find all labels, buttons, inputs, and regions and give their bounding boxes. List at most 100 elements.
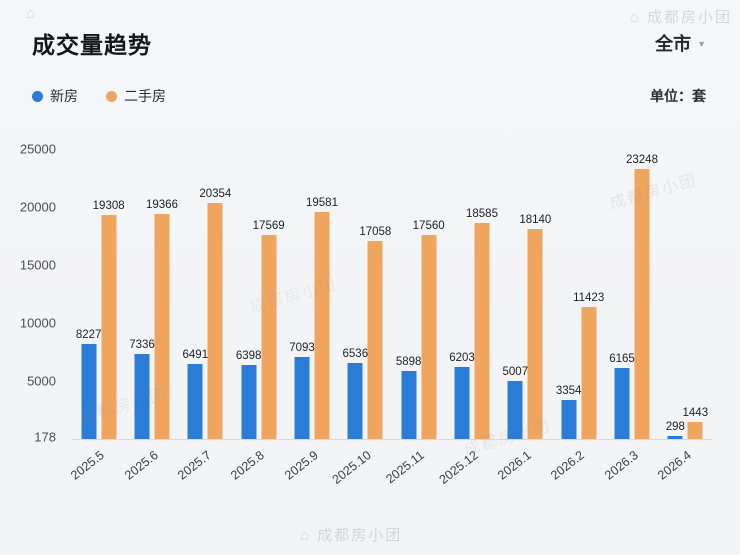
- secondhand-bar: 19308: [93, 200, 125, 439]
- secondhand-bar-fill: [367, 241, 383, 439]
- region-selector[interactable]: 全市 ▼: [655, 30, 706, 56]
- region-selector-label: 全市: [655, 34, 692, 54]
- y-tick-label: 10000: [19, 315, 56, 331]
- x-tick-label: 2025.5: [68, 448, 108, 483]
- bar-value-label: 3354: [555, 385, 582, 398]
- secondhand-bar: 11423: [573, 292, 604, 439]
- secondhand-bar: 18585: [466, 208, 498, 439]
- bar-group: 6165 23248 2026.3: [602, 144, 658, 482]
- bar-value-label: 1443: [682, 407, 709, 420]
- secondhand-bar-fill: [421, 235, 437, 439]
- new-home-bar: 7093: [289, 342, 315, 439]
- new-home-bar: 5007: [503, 366, 528, 439]
- plot-area: 8227 19308 2025.5 7336 19366 2025.6 6491 20354 2…: [69, 144, 712, 487]
- bar-pair: 7093 19581: [289, 144, 338, 439]
- bar-value-label: 5898: [395, 355, 422, 368]
- bar-value-label: 11423: [573, 291, 605, 304]
- bar-group: 7093 19581 2025.9: [282, 144, 338, 483]
- bar-pair: 5007 18140: [503, 144, 551, 439]
- y-tick-label: 20000: [19, 199, 56, 215]
- x-tick-label: 2025.7: [175, 448, 214, 483]
- watermark-logo-icon: ⌂: [26, 5, 38, 22]
- new-home-bar: 5898: [396, 356, 421, 439]
- y-tick-label: 178: [34, 429, 56, 445]
- new-home-bar: 7336: [129, 339, 155, 439]
- new-home-bar: 6203: [449, 352, 475, 439]
- watermark-logo-icon: ⌂: [0, 528, 3, 545]
- bar-pair: 298 1443: [666, 144, 708, 439]
- new-home-bar-fill: [81, 343, 97, 439]
- new-home-bar-fill: [347, 363, 363, 439]
- bar-value-label: 18585: [465, 208, 498, 221]
- new-home-bar-fill: [454, 367, 470, 439]
- bar-value-label: 19581: [305, 196, 338, 209]
- bar-value-label: 298: [665, 420, 685, 433]
- new-homes-dot-icon: [32, 90, 43, 102]
- watermark: ⌂ 成都房小团: [629, 9, 732, 26]
- legend-item-secondhand-homes[interactable]: 二手房: [106, 86, 166, 106]
- legend-item-new-homes[interactable]: 新房: [32, 86, 78, 106]
- bar-pair: 8227 19308: [76, 144, 125, 439]
- new-home-bar: 8227: [76, 329, 101, 439]
- new-home-bar-fill: [667, 435, 683, 439]
- bar-group: 5898 17560 2025.11: [384, 144, 445, 486]
- bar-value-label: 6536: [342, 348, 369, 361]
- x-tick-label: 2025.12: [436, 448, 481, 487]
- new-home-bar-fill: [401, 370, 417, 439]
- secondhand-bar-fill: [101, 215, 117, 439]
- bar-value-label: 8227: [75, 328, 102, 341]
- x-tick-label: 2026.1: [495, 448, 534, 483]
- bar-value-label: 17560: [412, 220, 445, 233]
- new-home-bar-fill: [507, 380, 523, 439]
- legend-label: 二手房: [124, 88, 166, 104]
- secondhand-bar-fill: [634, 169, 650, 439]
- bar-value-label: 6398: [235, 349, 262, 362]
- bar-pair: 7336 19366: [129, 144, 178, 439]
- bar-pair: 6491 20354: [183, 144, 231, 439]
- bar-chart: 178 5000 10000 15000 20000 25000 8227 19308 202…: [0, 118, 740, 528]
- secondhand-bar: 23248: [626, 154, 658, 439]
- new-home-bar: 3354: [556, 385, 581, 439]
- new-home-bar: 6398: [236, 350, 261, 439]
- new-home-bar-fill: [187, 363, 203, 439]
- x-tick-label: 2026.4: [655, 448, 694, 483]
- secondhand-bar: 20354: [199, 188, 231, 439]
- page-title: 成交量趋势: [32, 32, 152, 58]
- x-tick-label: 2025.9: [281, 448, 321, 483]
- y-axis: 178 5000 10000 15000 20000 25000: [0, 142, 64, 445]
- secondhand-bar-fill: [581, 306, 597, 439]
- bar-value-label: 5007: [502, 365, 529, 378]
- bar-value-label: 19308: [92, 200, 125, 213]
- secondhand-bar-fill: [527, 228, 543, 439]
- bar-group: 3354 11423 2026.2: [549, 144, 605, 483]
- bar-group: 6203 18585 2025.12: [436, 144, 498, 486]
- x-tick-label: 2026.3: [601, 448, 641, 483]
- secondhand-bar: 19366: [146, 199, 178, 439]
- bar-value-label: 6203: [449, 352, 475, 365]
- bar-pair: 6165 23248: [609, 144, 658, 439]
- bar-value-label: 7336: [129, 338, 155, 351]
- bar-value-label: 20354: [199, 187, 232, 200]
- bar-value-label: 19366: [145, 199, 178, 212]
- secondhand-bar-fill: [687, 422, 703, 439]
- secondhand-bar: 17560: [413, 220, 445, 439]
- y-tick-label: 5000: [27, 373, 56, 389]
- bar-value-label: 7093: [289, 341, 315, 354]
- bar-group: 7336 19366 2025.6: [122, 144, 178, 482]
- bar-group: 298 1443 2026.4: [655, 144, 712, 482]
- secondhand-homes-dot-icon: [106, 90, 117, 102]
- bar-pair: 3354 11423: [556, 144, 604, 439]
- new-home-bar: 298: [666, 421, 685, 439]
- new-home-bar-fill: [134, 353, 150, 439]
- y-tick-label: 15000: [19, 257, 56, 273]
- new-home-bar-fill: [561, 400, 577, 439]
- secondhand-bar: 17058: [359, 226, 391, 439]
- secondhand-bar-fill: [154, 214, 170, 439]
- new-home-bar-fill: [294, 356, 310, 439]
- new-home-bar-fill: [614, 367, 630, 439]
- secondhand-bar: 1443: [683, 407, 708, 439]
- new-home-bar: 6491: [183, 349, 208, 439]
- bar-value-label: 6491: [182, 348, 209, 361]
- secondhand-bar: 18140: [519, 214, 551, 439]
- legend-label: 新房: [50, 88, 78, 104]
